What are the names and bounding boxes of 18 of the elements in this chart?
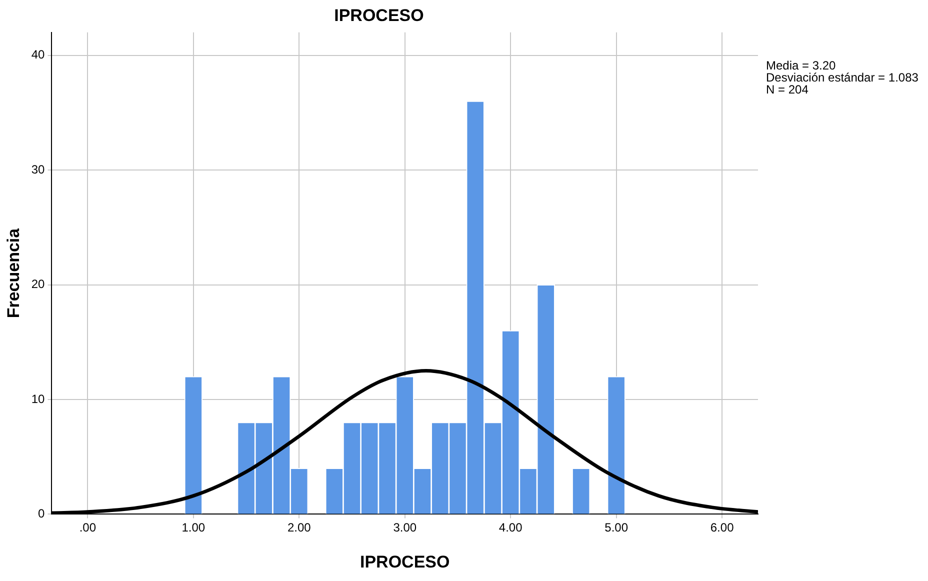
x-tick-label: 5.00 bbox=[604, 520, 628, 535]
x-tick-label: 1.00 bbox=[182, 520, 206, 535]
y-tick-label: 30 bbox=[31, 162, 46, 176]
text: N = 204 bbox=[766, 82, 809, 97]
y-tick-label: 0 bbox=[38, 506, 46, 521]
x-tick-label: 6.00 bbox=[710, 520, 734, 535]
x-tick-label: 4.00 bbox=[498, 520, 523, 535]
x-tick-label: .00 bbox=[79, 520, 96, 535]
y-axis-title: Frecuencia bbox=[4, 228, 23, 318]
y-tick-label: 10 bbox=[31, 392, 46, 406]
text: Desviación estándar = 1.083 bbox=[766, 70, 919, 85]
text: Media = 3.20 bbox=[766, 58, 836, 73]
x-tick-label: 3.00 bbox=[393, 520, 417, 535]
x-axis-title: IPROCESO bbox=[360, 552, 450, 572]
x-tick-label: 2.00 bbox=[287, 520, 312, 535]
y-tick-label: 20 bbox=[31, 277, 46, 292]
chart-title: IPROCESO bbox=[334, 6, 424, 25]
y-tick-label: 40 bbox=[31, 48, 46, 62]
